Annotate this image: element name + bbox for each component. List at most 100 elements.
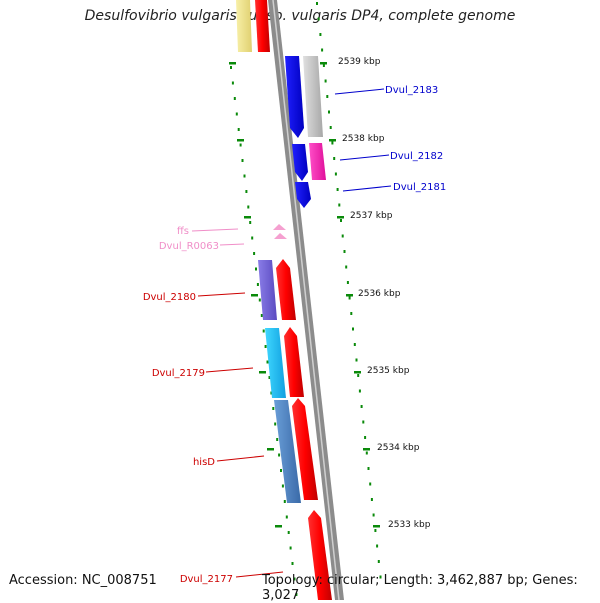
gc-dot — [264, 345, 267, 348]
gc-dot — [362, 420, 365, 424]
major-tick — [373, 525, 380, 528]
label-dvul-2180[interactable]: Dvul_2180 — [143, 292, 196, 303]
gc-dot — [260, 314, 263, 317]
gc-dot — [379, 575, 382, 579]
gene-dvul-2181 — [295, 182, 311, 208]
gc-dot — [241, 159, 244, 162]
gc-dot — [367, 467, 370, 470]
label-dvul-2181[interactable]: Dvul_2181 — [393, 182, 446, 193]
gene-ffs — [273, 224, 286, 230]
gc-dot — [251, 236, 254, 240]
gc-dot — [256, 283, 259, 286]
gc-dot — [283, 500, 286, 503]
gene-cyan-2179-pair — [265, 328, 286, 398]
major-tick — [354, 371, 361, 374]
gc-dot — [245, 190, 248, 193]
gc-dot — [295, 593, 298, 596]
major-tick — [275, 525, 282, 528]
gc-dot — [321, 48, 324, 52]
gc-dot — [287, 531, 290, 534]
label-ffs[interactable]: ffs — [177, 226, 189, 237]
gc-dot — [329, 126, 332, 129]
gc-dot — [272, 407, 275, 410]
gc-dot — [258, 298, 261, 302]
gc-dot — [255, 267, 257, 271]
gc-dot — [316, 2, 318, 5]
major-tick — [237, 139, 244, 142]
major-tick — [320, 62, 327, 65]
label-dvul-2177[interactable]: Dvul_2177 — [180, 574, 233, 585]
gc-dot — [372, 513, 375, 517]
major-tick — [267, 448, 274, 451]
leader-dvul-2180 — [197, 292, 246, 297]
leader-dvul-2179 — [205, 367, 254, 373]
gene-pink-2182-pair — [309, 143, 326, 180]
gene-gray-2183-pair — [303, 56, 323, 137]
gc-dot — [336, 188, 339, 191]
major-tick — [346, 294, 353, 297]
gc-dot — [377, 560, 380, 563]
major-tick — [229, 62, 236, 65]
gc-dot — [350, 312, 353, 315]
gene-red-top — [255, 0, 270, 52]
gc-dot — [343, 250, 346, 253]
gc-dot — [253, 252, 256, 255]
gc-dot — [376, 544, 379, 548]
backbone-highlight — [272, 0, 340, 600]
topology-summary: Topology: circular; Length: 3,462,887 bp… — [262, 573, 578, 603]
major-tick — [244, 216, 251, 219]
gc-dot — [324, 79, 327, 83]
tick-marks — [229, 62, 380, 528]
gene-dvul-2177 — [308, 510, 332, 600]
gene-purple-2180-pair — [258, 260, 277, 320]
gc-dot — [274, 422, 277, 426]
tick-label-2533: 2533 kbp — [388, 520, 431, 530]
gc-dot — [247, 205, 250, 209]
gc-dot — [319, 33, 322, 36]
gc-dot — [357, 374, 360, 377]
gc-dot — [334, 172, 337, 176]
tick-label-2534: 2534 kbp — [377, 443, 420, 453]
label-hisd[interactable]: hisD — [193, 457, 215, 468]
gc-dot — [270, 391, 273, 395]
leader-dvul-2181 — [342, 185, 392, 192]
gene-dvul-2180 — [276, 259, 296, 320]
gene-dvul-2182 — [292, 144, 308, 181]
gc-dot — [364, 436, 367, 439]
label-dvul-2183[interactable]: Dvul_2183 — [385, 85, 438, 96]
gc-dot — [338, 203, 341, 207]
major-tick — [251, 294, 258, 297]
label-dvul-r0063[interactable]: Dvul_R0063 — [159, 241, 219, 252]
gc-dot — [268, 376, 271, 379]
gc-dot — [266, 360, 269, 364]
leader-ffs — [191, 228, 239, 232]
leader-hisd — [216, 455, 265, 462]
gc-dots-left — [230, 66, 298, 596]
tick-label-2537: 2537 kbp — [350, 211, 393, 221]
gene-dvul-2179 — [284, 327, 304, 397]
gene-steel-hisd-pair — [274, 400, 301, 503]
label-dvul-2179[interactable]: Dvul_2179 — [152, 368, 205, 379]
gc-dot — [358, 389, 361, 393]
gc-dot — [341, 234, 344, 238]
leader-dvul-2177 — [235, 571, 284, 578]
gc-dot — [369, 482, 372, 486]
label-dvul-2182[interactable]: Dvul_2182 — [390, 151, 443, 162]
gc-dot — [333, 157, 336, 160]
accession-text: Accession: NC_008751 — [9, 573, 157, 588]
gc-dot — [280, 469, 282, 472]
tick-label-2536: 2536 kbp — [358, 289, 401, 299]
gc-dot — [370, 498, 373, 501]
gc-dot — [374, 529, 377, 532]
major-tick — [337, 216, 344, 219]
gc-dots-right — [316, 2, 382, 579]
gc-dot — [289, 546, 292, 550]
gc-dot — [360, 405, 363, 408]
gc-dot — [328, 110, 330, 114]
gc-dot — [291, 562, 294, 565]
gc-dot — [326, 95, 329, 98]
gc-dot — [355, 358, 358, 362]
gene-dvul-r0063 — [274, 233, 287, 239]
